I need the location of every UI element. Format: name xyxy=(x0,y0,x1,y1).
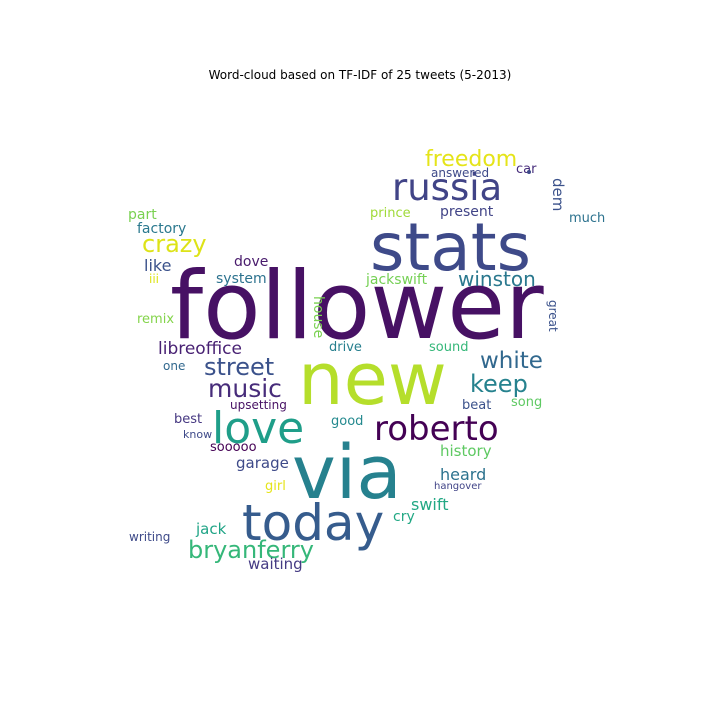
word-new: new xyxy=(298,337,447,421)
word-cry: cry xyxy=(393,509,415,525)
word-winston: winston xyxy=(458,267,536,291)
word-present: present xyxy=(440,204,494,220)
word-heard: heard xyxy=(440,465,486,484)
word-jack: jack xyxy=(195,520,227,538)
word-prince: prince xyxy=(370,206,411,221)
word-libreoffice: libreoffice xyxy=(158,339,242,359)
word-house: house xyxy=(310,296,326,338)
word-iii: iii xyxy=(149,272,159,286)
word-like: like xyxy=(144,256,171,275)
word-song: song xyxy=(511,395,542,410)
word-street: street xyxy=(204,353,274,381)
word-garage: garage xyxy=(236,454,289,472)
word-car: car xyxy=(516,162,537,177)
word-today: today xyxy=(242,494,384,552)
word-part: part xyxy=(128,207,157,223)
word-music: music xyxy=(208,374,282,403)
word-sooooo: sooooo xyxy=(210,440,257,455)
word-bryanferry: bryanferry xyxy=(188,536,314,564)
word-beat: beat xyxy=(462,398,491,413)
word-stats: stats xyxy=(370,209,531,286)
word-dove: dove xyxy=(234,254,268,270)
word-white: white xyxy=(480,348,543,374)
word-dem: dem xyxy=(549,178,567,211)
word-swift: swift xyxy=(411,495,449,514)
word-factory: factory xyxy=(137,221,186,237)
word-roberto: roberto xyxy=(374,409,499,449)
word-know: know xyxy=(183,428,212,441)
word-love: love xyxy=(212,403,304,454)
word-great: great xyxy=(546,300,560,332)
word-keep: keep xyxy=(470,370,528,398)
word-upsetting: upsetting xyxy=(230,398,287,412)
chart-title: Word-cloud based on TF-IDF of 25 tweets … xyxy=(208,68,512,82)
word-sound: sound xyxy=(429,340,468,355)
word-good: good xyxy=(331,414,363,429)
word-writing: writing xyxy=(129,530,170,544)
word-russia: russia xyxy=(392,166,502,209)
decorative-dot xyxy=(527,170,531,174)
word-hangover: hangover xyxy=(434,481,482,492)
word-history: history xyxy=(440,442,492,460)
word-girl: girl xyxy=(265,479,286,494)
word-best: best xyxy=(174,412,202,427)
word-answered: answered xyxy=(431,166,489,180)
word-via: via xyxy=(292,430,402,516)
word-crazy: crazy xyxy=(142,230,207,258)
word-one: one xyxy=(163,359,185,373)
word-jackswift: jackswift xyxy=(365,272,428,288)
word-waiting: waiting xyxy=(248,555,303,573)
word-drive: drive xyxy=(329,340,362,355)
word-freedom: freedom xyxy=(425,147,517,172)
word-remix: remix xyxy=(137,312,174,327)
word-system: system xyxy=(216,271,267,287)
word-follower: follower xyxy=(170,252,544,361)
word-much: much xyxy=(569,211,605,226)
